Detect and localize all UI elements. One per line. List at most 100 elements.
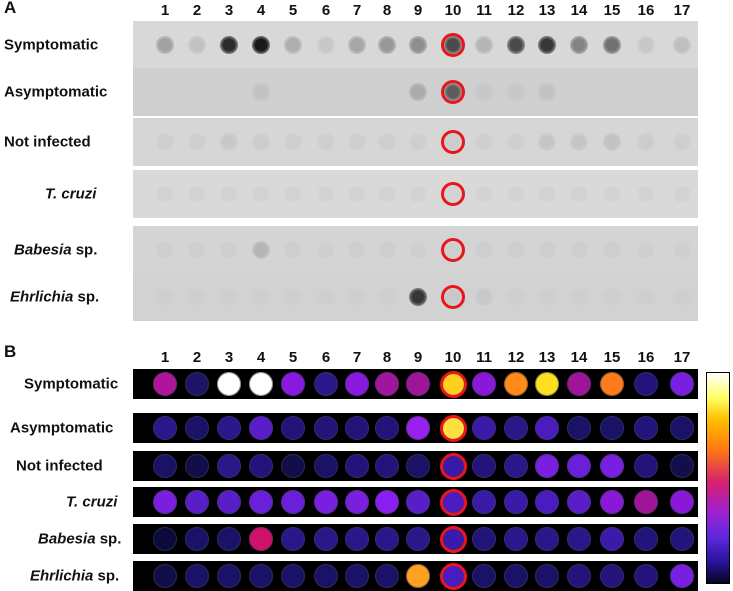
blot-dot (220, 36, 238, 54)
heatmap-dot (375, 527, 399, 551)
panel-letter-b: B (4, 342, 17, 361)
blot-dot (317, 36, 335, 54)
heatmap-dot (504, 372, 528, 396)
blot-dot (637, 36, 655, 54)
heatmap-dot (345, 490, 369, 514)
blot-dot (409, 36, 427, 54)
heatmap-dot (567, 527, 591, 551)
heatmap-dot (314, 527, 338, 551)
heatmap-dot (185, 372, 209, 396)
blot-dot (317, 288, 335, 306)
blot-dot (156, 241, 174, 259)
column-number: 1 (160, 349, 170, 366)
heatmap-strip (133, 451, 698, 481)
heatmap-dot (634, 490, 658, 514)
heatmap-dot (185, 490, 209, 514)
blot-dot (673, 288, 691, 306)
blot-dot (637, 185, 655, 203)
column-number: 9 (413, 349, 423, 366)
blot-dot (538, 83, 556, 101)
row-label-italic: Babesia (14, 241, 72, 259)
heatmap-dot (472, 527, 496, 551)
blot-dot (673, 36, 691, 54)
heatmap-dot (535, 454, 559, 478)
heatmap-dot (634, 564, 658, 588)
blot-dot (156, 133, 174, 151)
blot-dot (378, 83, 396, 101)
heatmap-dot (535, 490, 559, 514)
heatmap-dot (217, 454, 241, 478)
blot-dot (637, 133, 655, 151)
column-number: 11 (476, 349, 492, 366)
heatmap-dot (600, 416, 624, 440)
heatmap-dot (600, 564, 624, 588)
heatmap-dot (153, 564, 177, 588)
column-number: 2 (192, 349, 202, 366)
highlight-circle (441, 80, 465, 104)
heatmap-dot (406, 564, 430, 588)
blot-dot (538, 36, 556, 54)
blot-dot (475, 133, 493, 151)
heatmap-dot (249, 454, 273, 478)
blot-dot (220, 133, 238, 151)
blot-dot (317, 241, 335, 259)
column-number: 13 (538, 2, 556, 19)
row-label-text: Symptomatic (24, 375, 119, 393)
column-number: 11 (476, 2, 492, 19)
heatmap-dot (535, 527, 559, 551)
row-label-italic: Babesia (38, 530, 96, 548)
row-label-suffix: sp. (93, 567, 120, 585)
heatmap-dot (185, 454, 209, 478)
heatmap-dot (406, 416, 430, 440)
row-label-text: Not infected (4, 133, 91, 151)
heatmap-dot (504, 490, 528, 514)
blot-dot (507, 288, 525, 306)
blot-dot (378, 185, 396, 203)
row-label-italic: Ehrlichia (10, 288, 74, 306)
blot-dot (188, 185, 206, 203)
highlight-circle (439, 488, 467, 516)
blot-dot (570, 83, 588, 101)
blot-dot (220, 241, 238, 259)
heatmap-dot (345, 416, 369, 440)
heatmap-dot (406, 527, 430, 551)
blot-dot (348, 241, 366, 259)
row-label: Asymptomatic (4, 84, 107, 101)
column-number: 17 (673, 2, 691, 19)
column-number: 13 (538, 349, 556, 366)
blot-dot (284, 133, 302, 151)
blot-dot (475, 83, 493, 101)
column-number: 3 (224, 2, 234, 19)
heatmap-dot (375, 564, 399, 588)
heatmap-dot (314, 372, 338, 396)
blot-dot (378, 288, 396, 306)
highlight-circle (439, 370, 467, 398)
heatmap-dot (670, 564, 694, 588)
blot-dot (284, 83, 302, 101)
heatmap-dot (472, 416, 496, 440)
heatmap-dot (567, 372, 591, 396)
blot-dot (220, 288, 238, 306)
heatmap-strip (133, 561, 698, 591)
column-number: 5 (288, 2, 298, 19)
row-label: T. cruzi (45, 186, 96, 203)
heatmap-dot (217, 564, 241, 588)
blot-dot (378, 241, 396, 259)
row-label-suffix: sp. (71, 241, 98, 259)
heatmap-dot (281, 564, 305, 588)
blot-dot (507, 185, 525, 203)
heatmap-dot (345, 372, 369, 396)
column-number: 12 (507, 349, 525, 366)
heatmap-dot (185, 416, 209, 440)
row-label-italic: T. cruzi (66, 493, 118, 511)
blot-dot (409, 83, 427, 101)
row-label-italic: T. cruzi (45, 185, 97, 203)
blot-dot (603, 288, 621, 306)
column-number: 16 (637, 2, 655, 19)
blot-dot (637, 241, 655, 259)
heatmap-dot (314, 564, 338, 588)
row-label-suffix: sp. (95, 530, 122, 548)
column-number: 16 (637, 349, 655, 366)
heatmap-dot (634, 416, 658, 440)
highlight-circle (439, 562, 467, 590)
